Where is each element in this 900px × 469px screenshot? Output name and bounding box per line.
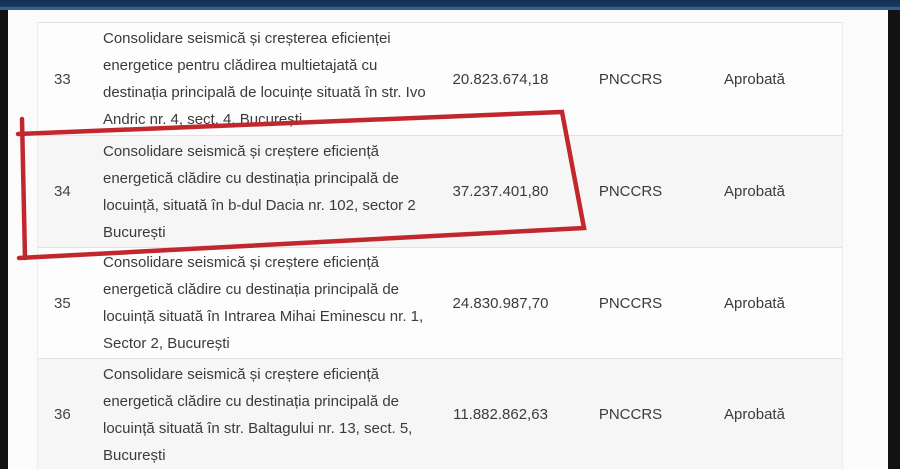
- cell-description: Consolidare seismică și creștere eficien…: [103, 254, 424, 352]
- cell-row-number: 36: [54, 406, 71, 423]
- cell-status: Aprobată: [724, 70, 785, 88]
- top-nav-bar: [0, 0, 900, 10]
- table-row-34: 34 Consolidare seismică și creștere efic…: [38, 136, 842, 248]
- cell-amount: 24.830.987,70: [452, 294, 549, 312]
- cell-program: PNCCRS: [598, 406, 663, 423]
- table-row-35: 35 Consolidare seismică și creștere efic…: [38, 248, 842, 359]
- projects-table: 33 Consolidare seismică și creșterea efi…: [37, 22, 843, 469]
- cell-description: Consolidare seismică și creșterea eficie…: [103, 30, 426, 128]
- cell-program: PNCCRS: [598, 294, 663, 312]
- cell-row-number: 33: [54, 70, 71, 88]
- cell-amount: 11.882.862,63: [453, 406, 548, 423]
- cell-row-number: 34: [54, 183, 71, 200]
- cell-program: PNCCRS: [598, 70, 663, 88]
- cell-description: Consolidare seismică și creștere eficien…: [103, 365, 413, 464]
- cell-status: Aprobată: [724, 183, 785, 200]
- page-background: 33 Consolidare seismică și creșterea efi…: [8, 10, 888, 469]
- cell-amount: 20.823.674,18: [452, 70, 549, 88]
- cell-row-number: 35: [54, 294, 71, 312]
- table-row-33: 33 Consolidare seismică și creșterea efi…: [38, 23, 842, 136]
- cell-description: Consolidare seismică și creștere eficien…: [103, 142, 416, 241]
- cell-status: Aprobată: [724, 406, 785, 423]
- cell-program: PNCCRS: [598, 183, 663, 200]
- left-letterbox: [0, 10, 8, 469]
- table-row-36: 36 Consolidare seismică și creștere efic…: [38, 359, 842, 469]
- cell-amount: 37.237.401,80: [452, 183, 549, 200]
- right-letterbox: [888, 10, 900, 469]
- cell-status: Aprobată: [724, 294, 785, 312]
